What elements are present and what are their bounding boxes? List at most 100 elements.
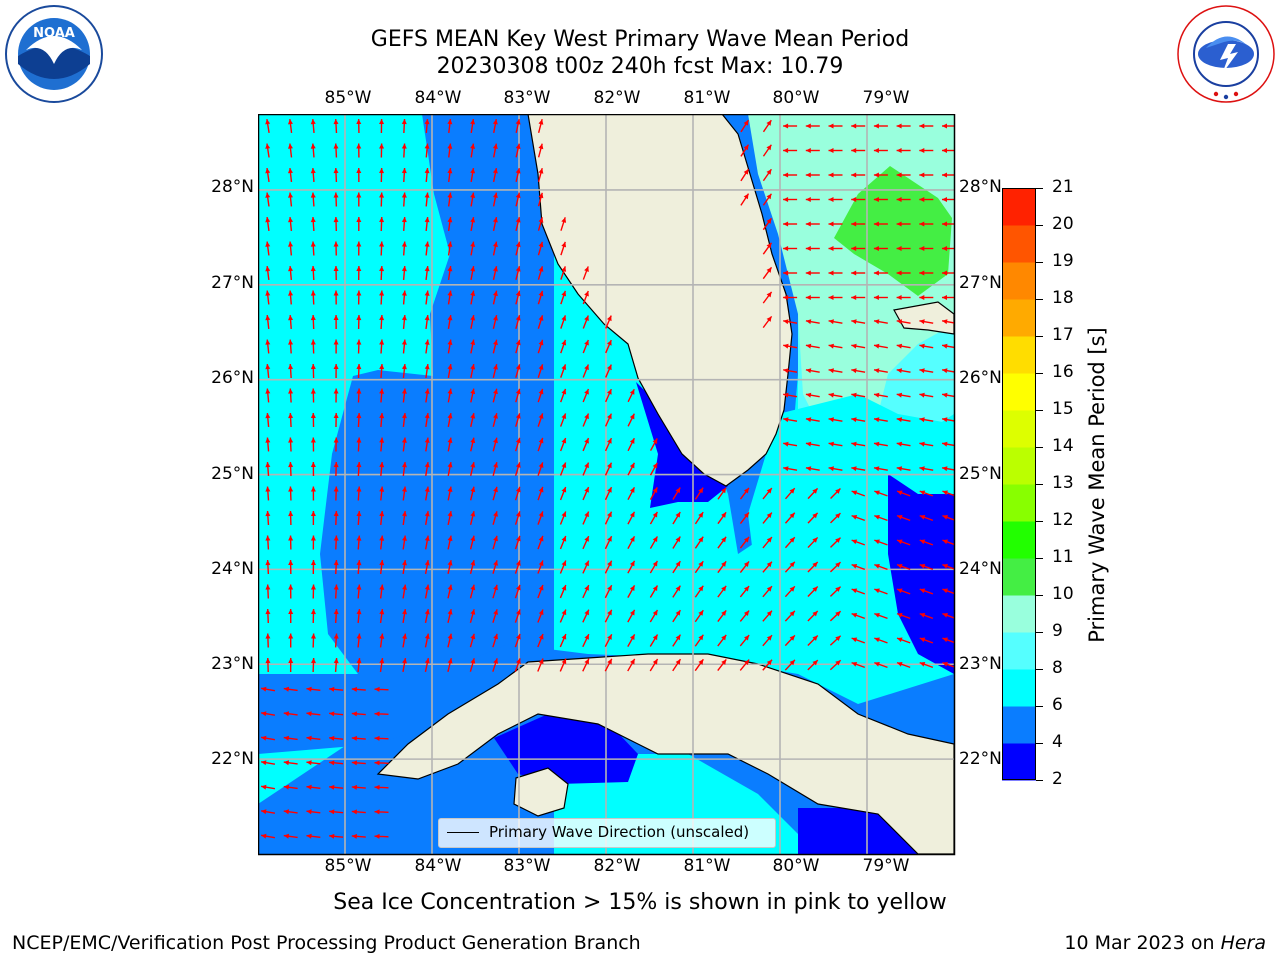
wave-arrow-head (265, 486, 271, 492)
wave-arrow-head (310, 633, 316, 639)
wave-arrow-head (351, 833, 357, 839)
wave-arrow-head (896, 392, 903, 398)
wave-arrow-head (265, 192, 271, 198)
wave-arrow-head (470, 364, 476, 370)
wave-arrow-head (942, 588, 948, 594)
wave-arrow-head (265, 339, 271, 345)
wave-arrow-head (766, 610, 772, 617)
wave-arrow-head (629, 609, 635, 616)
wave-arrow-head (897, 661, 903, 667)
colorbar (1002, 188, 1036, 781)
wave-arrow-head (851, 661, 858, 667)
wave-arrow-head (919, 246, 925, 251)
wave-arrow-head (607, 438, 612, 444)
wave-arrow-head (538, 535, 544, 542)
wave-arrow-head (874, 514, 880, 520)
wave-arrow-head (493, 388, 498, 395)
wave-arrow-head (698, 634, 704, 641)
wave-arrow-head (515, 413, 521, 419)
wave-arrow-head (310, 486, 316, 492)
wave-arrow-head (515, 535, 521, 542)
wave-arrow-head (828, 441, 834, 447)
bahamas-land (893, 301, 954, 335)
wave-arrow-head (851, 343, 857, 349)
wave-arrow-head (310, 437, 316, 443)
wave-arrow-head (766, 267, 772, 273)
wave-arrow-head (942, 466, 948, 472)
lon-label-top: 84°W (414, 88, 462, 108)
wave-arrow-head (721, 659, 727, 665)
wave-arrow-head (493, 511, 498, 517)
lon-label-bottom: 79°W (862, 856, 910, 876)
wave-arrow-head (351, 711, 357, 717)
colorbar-tick-mark (1036, 595, 1043, 596)
wave-arrow-head (333, 290, 339, 296)
wave-arrow-head (333, 560, 339, 566)
wave-arrow-head (874, 392, 880, 398)
colorbar-swatch (1002, 410, 1036, 448)
wave-arrow-head (329, 833, 335, 839)
colorbar-swatch (1002, 373, 1036, 411)
wave-arrow-head (919, 417, 925, 423)
wave-arrow-head (493, 560, 498, 566)
wave-arrow-head (561, 364, 567, 370)
wave-arrow-head (584, 462, 589, 469)
colorbar-swatch (1002, 262, 1036, 300)
wave-arrow-head (584, 609, 589, 616)
lon-label-top: 82°W (593, 88, 641, 108)
wave-arrow-head (919, 588, 926, 594)
wave-arrow-head (607, 560, 612, 567)
wave-arrow-head (538, 609, 544, 616)
wave-arrow-head (919, 392, 925, 398)
wave-arrow-head (470, 143, 476, 149)
wave-arrow-head (805, 295, 811, 300)
wave-arrow-head (333, 511, 339, 517)
wave-arrow-head (288, 413, 294, 419)
wave-arrow-head (874, 319, 880, 325)
wave-arrow-head (492, 119, 498, 125)
wave-arrow-head (356, 658, 362, 664)
wave-arrow-head (606, 340, 612, 346)
wave-arrow-head (265, 511, 271, 517)
florida-land (527, 114, 793, 487)
wave-arrow-head (333, 584, 339, 590)
wave-arrow-head (329, 711, 335, 717)
wave-arrow-head (356, 486, 362, 492)
wave-arrow-head (584, 634, 589, 640)
wave-arrow-head (333, 315, 339, 321)
wave-arrow-head (766, 635, 772, 641)
wave-arrow-head (783, 319, 789, 325)
band-2-4-bahamas (888, 474, 954, 674)
wave-arrow-head (873, 270, 879, 276)
lat-label-left: 28°N (211, 177, 254, 197)
wave-arrow-head (805, 441, 812, 447)
wave-arrow-head (766, 291, 772, 298)
wave-arrow-head (873, 148, 879, 153)
wave-arrow-head (401, 217, 407, 223)
lat-label-right: 23°N (959, 654, 1002, 674)
colorbar-tick-mark (1036, 188, 1043, 189)
wave-arrow-head (607, 462, 612, 469)
wave-arrow-head (401, 168, 407, 174)
wave-arrow-head (374, 760, 380, 766)
wave-arrow-head (401, 462, 407, 468)
wave-arrow-head (783, 441, 789, 447)
wave-arrow-head (607, 658, 612, 665)
wave-arrow-head (351, 809, 357, 815)
cuba-land (376, 653, 954, 854)
wave-arrow-head (675, 585, 681, 592)
colorbar-swatch (1002, 743, 1036, 781)
wave-arrow-head (424, 192, 430, 198)
wave-arrow-head (329, 735, 335, 741)
wave-arrow-head (261, 760, 267, 766)
wave-arrow-head (942, 637, 948, 643)
wave-arrow-head (333, 168, 339, 174)
wave-arrow-head (835, 611, 841, 617)
colorbar-tick-label: 6 (1052, 695, 1063, 715)
wave-arrow-head (896, 343, 903, 349)
wave-arrow-head (584, 487, 589, 493)
wave-arrow-head (515, 290, 521, 297)
wave-arrow-head (516, 658, 521, 664)
wave-arrow-head (401, 437, 407, 443)
legend-line-sample (447, 832, 479, 833)
